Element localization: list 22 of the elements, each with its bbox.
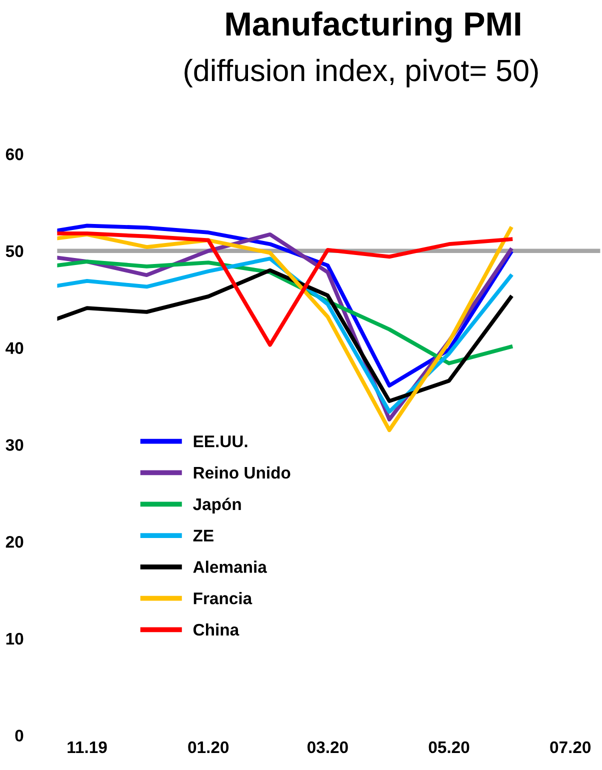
y-tick-label: 60 [6, 148, 24, 160]
x-tick-label: 11.19 [68, 741, 107, 754]
legend-label: ZE [193, 530, 214, 542]
chart-title: Manufacturing PMI [226, 11, 520, 43]
y-tick-label: 10 [6, 632, 24, 645]
legend-label: Japón [193, 498, 241, 514]
y-tick-label: 30 [6, 439, 24, 451]
chart-subtitle: (diffusion index, pivot= 50) [184, 58, 538, 88]
legend-label: Reino Unido [194, 466, 290, 479]
x-tick-label: 03.20 [308, 741, 348, 754]
x-tick-label: 05.20 [428, 741, 470, 754]
y-tick-label: 50 [6, 245, 24, 258]
legend-label: Francia [194, 592, 252, 604]
x-tick-label: 07.20 [550, 741, 591, 754]
legend-label: EE.UU. [194, 436, 248, 448]
legend-label: Alemania [193, 560, 267, 573]
y-tick-label: 40 [6, 342, 24, 354]
x-tick-label: 01.20 [188, 741, 229, 754]
y-tick-label: 20 [6, 536, 24, 548]
y-tick-label: 0 [15, 730, 24, 742]
line-series [57, 232, 513, 347]
legend-label: China [193, 623, 240, 636]
